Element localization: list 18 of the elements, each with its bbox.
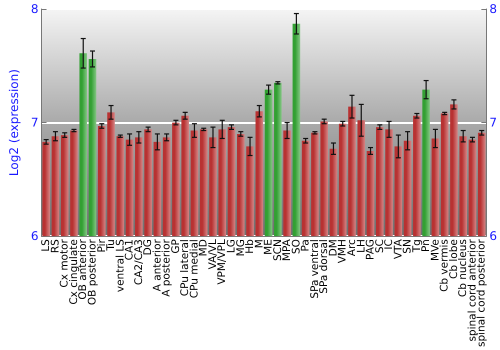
x-tick-label: Arc — [346, 238, 358, 256]
y-tick-label: 6 — [30, 229, 39, 244]
x-tick-label: DG — [142, 239, 154, 256]
x-tick-label: OB posterior — [86, 238, 99, 306]
y2-tick-label: 8 — [489, 2, 498, 16]
y-tick-label: 8 — [30, 2, 39, 16]
x-tick-label: spinal cord posterior — [476, 238, 488, 348]
y-tick-label: 7 — [30, 116, 39, 130]
y-axis-title: Log2 (expression) — [7, 69, 21, 176]
x-tick-label: Cb lobe — [448, 239, 460, 279]
x-tick-label: RS — [49, 238, 62, 254]
x-tick-label: MVe — [429, 239, 442, 262]
y2-tick-label: 6 — [489, 229, 498, 244]
x-tick-label: SO — [290, 239, 302, 254]
x-tick-label: SCN — [272, 239, 284, 262]
x-tick-label: Pa — [300, 239, 312, 252]
y2-tick-label: 7 — [489, 116, 498, 130]
x-tick-label: Tg — [410, 239, 423, 254]
